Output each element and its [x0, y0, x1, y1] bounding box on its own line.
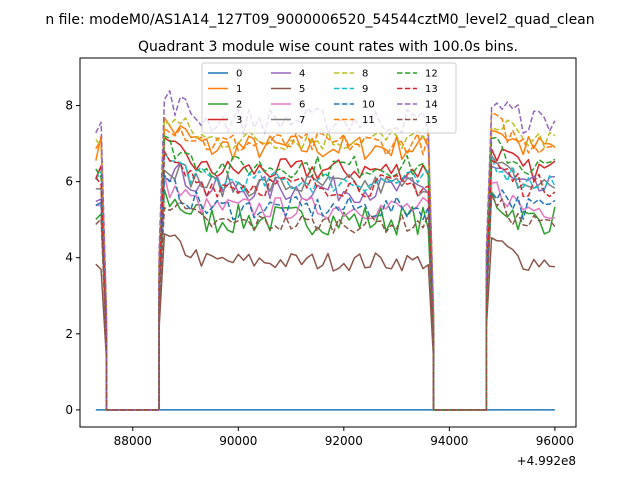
legend-label-11: 11	[362, 115, 375, 126]
series-line-15	[95, 193, 556, 411]
series-line-12	[95, 135, 556, 411]
series-group	[95, 90, 556, 411]
legend-box	[201, 62, 457, 134]
x-tick-label: 94000	[430, 434, 468, 448]
legend-label-5: 5	[299, 84, 305, 95]
legend-label-10: 10	[362, 100, 375, 111]
legend-label-15: 15	[425, 115, 438, 126]
axes-frame	[79, 57, 577, 428]
legend-label-2: 2	[236, 100, 242, 111]
x-tick-label: 90000	[219, 434, 257, 448]
chart-title: Quadrant 3 module wise count rates with …	[138, 39, 518, 55]
legend-label-8: 8	[362, 69, 368, 80]
legend-label-14: 14	[425, 100, 438, 111]
y-tick-label: 0	[65, 403, 73, 417]
x-tick-label: 92000	[325, 434, 363, 448]
legend-label-13: 13	[425, 84, 438, 95]
legend-label-12: 12	[425, 69, 438, 80]
y-tick-label: 6	[65, 175, 73, 189]
y-tick-label: 2	[65, 327, 73, 341]
x-axis-offset-label: +4.992e8	[517, 454, 576, 468]
legend-label-6: 6	[299, 100, 305, 111]
legend-label-9: 9	[362, 84, 368, 95]
plot-area: 88000 90000 92000 94000 96000 0 2 4 6 8 +4.992e8…	[65, 57, 577, 468]
legend-label-7: 7	[299, 115, 305, 126]
y-axis: 0 2 4 6 8	[65, 99, 80, 417]
figure-suptitle: n file: modeM0/AS1A14_127T09_9000006520_…	[45, 12, 594, 28]
x-tick-label: 96000	[536, 434, 574, 448]
legend-label-3: 3	[236, 115, 242, 126]
x-tick-label: 88000	[114, 434, 152, 448]
x-axis: 88000 90000 92000 94000 96000	[114, 427, 574, 448]
legend-label-1: 1	[236, 84, 242, 95]
legend-label-0: 0	[236, 69, 242, 80]
y-tick-label: 4	[65, 251, 73, 265]
legend-label-4: 4	[299, 69, 305, 80]
y-tick-label: 8	[65, 99, 73, 113]
